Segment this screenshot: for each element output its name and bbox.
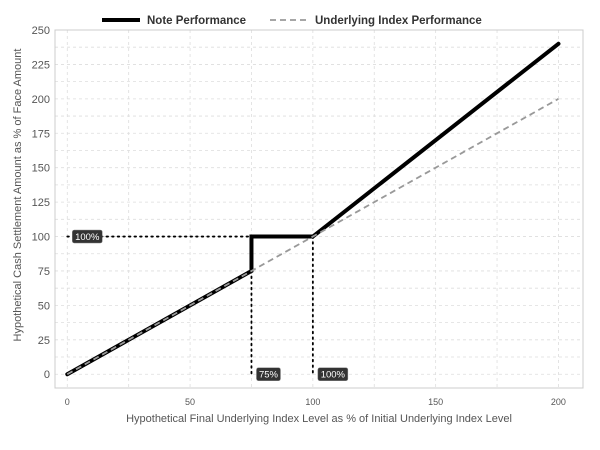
x-tick-label: 200 [551, 397, 566, 407]
legend-label: Underlying Index Performance [315, 15, 482, 27]
reference-lines [66, 235, 314, 376]
y-tick-label: 200 [32, 94, 50, 106]
annotation-text: 100% [321, 370, 346, 381]
y-tick-label: 75 [38, 266, 50, 278]
legend-item: Underlying Index Performance [270, 15, 482, 27]
x-tick-label: 100 [305, 397, 320, 407]
x-tick-label: 0 [65, 397, 70, 407]
annotation-label: 75% [256, 367, 281, 381]
x-axis-title: Hypothetical Final Underlying Index Leve… [126, 413, 512, 425]
plot-panel [54, 29, 584, 389]
y-tick-label: 150 [32, 163, 50, 175]
y-tick-label: 100 [32, 232, 50, 244]
annotation-box [256, 367, 281, 381]
annotation-label: 100% [72, 229, 103, 244]
y-tick-label: 125 [32, 197, 50, 209]
series-lines [65, 41, 561, 377]
annotation-text: 75% [259, 370, 279, 381]
x-tick-label: 50 [185, 397, 195, 407]
legend-item: Note Performance [102, 15, 246, 27]
legend-label: Note Performance [147, 15, 246, 27]
annotation-box [317, 367, 349, 381]
y-axis-ticks: 0 25 50 75 100 125 150 175 200 225 250 [32, 25, 50, 381]
annotation-box [72, 229, 103, 244]
y-tick-label: 225 [32, 59, 50, 71]
y-tick-label: 50 [38, 300, 50, 312]
y-tick-label: 175 [32, 128, 50, 140]
legend: Note Performance Underlying Index Perform… [102, 15, 482, 27]
annotation-label: 100% [317, 367, 349, 381]
series-line-underlying-index-performance [66, 98, 559, 376]
x-tick-label: 150 [428, 397, 443, 407]
y-tick-label: 250 [32, 25, 50, 37]
x-axis-ticks: 0 50 100 150 200 [65, 397, 566, 407]
y-tick-label: 25 [38, 335, 50, 347]
y-tick-label: 0 [44, 369, 50, 381]
annotations: 100% 75% 100% [72, 229, 349, 381]
annotation-text: 100% [75, 232, 100, 243]
y-axis-title: Hypothetical Cash Settlement Amount as %… [12, 49, 24, 342]
grid [55, 29, 583, 388]
